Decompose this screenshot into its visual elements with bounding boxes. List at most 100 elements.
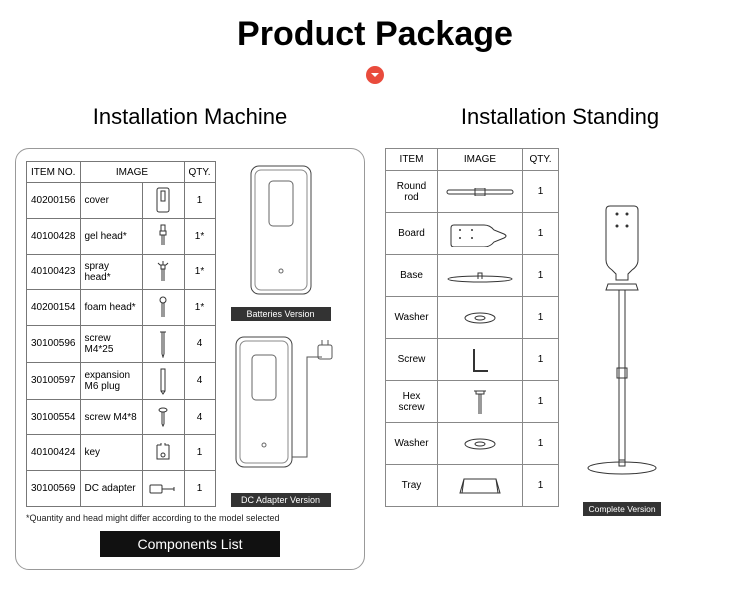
cell-qty: 1: [523, 381, 559, 423]
cell-image: [438, 297, 523, 339]
left-card: ITEM NO. IMAGE QTY. 40200156 cover 1: [15, 148, 365, 570]
footnote: *Quantity and head might differ accordin…: [26, 513, 354, 523]
device-column: Batteries Version DC Adapter Version: [226, 161, 336, 507]
key-icon: [153, 441, 173, 465]
caption-batteries: Batteries Version: [231, 307, 331, 321]
cell-name: spray head*: [80, 254, 142, 290]
cell-qty: 1: [523, 423, 559, 465]
right-column: Installation Standing ITEM IMAGE QTY. Ro…: [385, 104, 735, 516]
cell-qty: 1: [184, 183, 215, 219]
dispenser-batteries-icon: [241, 161, 321, 301]
stand-column: Complete Version: [577, 148, 667, 516]
cell-image: [142, 183, 184, 219]
hex-screw-icon: [470, 387, 490, 417]
cell-image: [438, 339, 523, 381]
plug-icon: [158, 367, 168, 395]
cell-image: [142, 290, 184, 326]
cell-image: [438, 255, 523, 297]
tray-icon: [458, 473, 502, 499]
cell-qty: 1: [523, 297, 559, 339]
cell-name: key: [80, 435, 142, 471]
cell-qty: 1: [523, 255, 559, 297]
cell-itemno: 40100428: [27, 218, 81, 254]
right-table: ITEM IMAGE QTY. Round rod 1 Board: [385, 148, 559, 507]
screw-icon: [158, 330, 168, 358]
table-row: Base 1: [386, 255, 559, 297]
cell-qty: 1*: [184, 218, 215, 254]
cell-item: Round rod: [386, 171, 438, 213]
cell-image: [142, 218, 184, 254]
th-image: IMAGE: [80, 162, 184, 183]
cell-qty: 1: [523, 339, 559, 381]
cell-image: [142, 471, 184, 507]
caption-dc: DC Adapter Version: [231, 493, 331, 507]
components-list-bar: Components List: [100, 531, 280, 557]
table-row: 40200154 foam head* 1*: [27, 290, 216, 326]
cell-image: [438, 423, 523, 465]
cell-item: Board: [386, 213, 438, 255]
table-row: Board 1: [386, 213, 559, 255]
table-row: Round rod 1: [386, 171, 559, 213]
lscrew-icon: [468, 345, 492, 375]
th-qty: QTY.: [523, 149, 559, 171]
round-rod-icon: [445, 188, 515, 196]
cell-image: [438, 381, 523, 423]
cell-image: [142, 254, 184, 290]
cell-itemno: 30100569: [27, 471, 81, 507]
cover-icon: [156, 187, 170, 213]
columns: Installation Machine ITEM NO. IMAGE QTY.…: [15, 104, 735, 570]
cell-image: [438, 465, 523, 507]
cell-item: Screw: [386, 339, 438, 381]
cell-itemno: 30100597: [27, 362, 81, 399]
short-screw-icon: [157, 406, 169, 428]
page-title: Product Package: [15, 15, 735, 54]
cell-name: DC adapter: [80, 471, 142, 507]
th-qty: QTY.: [184, 162, 215, 183]
table-row: 30100569 DC adapter 1: [27, 471, 216, 507]
cell-image: [142, 326, 184, 363]
cell-qty: 1: [184, 471, 215, 507]
table-row: Tray 1: [386, 465, 559, 507]
cell-qty: 4: [184, 399, 215, 435]
table-row: 30100597 expansion M6 plug 4: [27, 362, 216, 399]
cell-itemno: 40200156: [27, 183, 81, 219]
base-icon: [445, 269, 515, 283]
gel-head-icon: [155, 223, 171, 249]
foam-head-icon: [155, 295, 171, 321]
cell-image: [438, 171, 523, 213]
cell-qty: 1: [523, 213, 559, 255]
dispenser-dc-icon: [226, 327, 336, 487]
left-table: ITEM NO. IMAGE QTY. 40200156 cover 1: [26, 161, 216, 507]
washer-icon: [462, 311, 498, 325]
cell-itemno: 30100554: [27, 399, 81, 435]
table-row: Hex screw 1: [386, 381, 559, 423]
table-row: Screw 1: [386, 339, 559, 381]
cell-itemno: 40100423: [27, 254, 81, 290]
cell-qty: 1: [523, 465, 559, 507]
table-row: 40100423 spray head* 1*: [27, 254, 216, 290]
cell-name: screw M4*25: [80, 326, 142, 363]
stand-caption: Complete Version: [583, 502, 660, 516]
cell-qty: 1*: [184, 254, 215, 290]
cell-qty: 4: [184, 326, 215, 363]
cell-qty: 1*: [184, 290, 215, 326]
cell-image: [142, 399, 184, 435]
table-row: 40200156 cover 1: [27, 183, 216, 219]
cell-item: Washer: [386, 423, 438, 465]
cell-qty: 1: [184, 435, 215, 471]
cell-itemno: 30100596: [27, 326, 81, 363]
complete-stand-icon: [582, 198, 662, 498]
cell-image: [142, 362, 184, 399]
left-column: Installation Machine ITEM NO. IMAGE QTY.…: [15, 104, 365, 570]
spray-head-icon: [155, 259, 171, 285]
table-row: 40100428 gel head* 1*: [27, 218, 216, 254]
left-heading: Installation Machine: [15, 104, 365, 130]
dc-adapter-icon: [148, 480, 178, 498]
table-row: 30100596 screw M4*25 4: [27, 326, 216, 363]
th-item: ITEM: [386, 149, 438, 171]
right-heading: Installation Standing: [385, 104, 735, 130]
board-icon: [450, 221, 510, 247]
cell-name: cover: [80, 183, 142, 219]
cell-name: expansion M6 plug: [80, 362, 142, 399]
cell-qty: 4: [184, 362, 215, 399]
